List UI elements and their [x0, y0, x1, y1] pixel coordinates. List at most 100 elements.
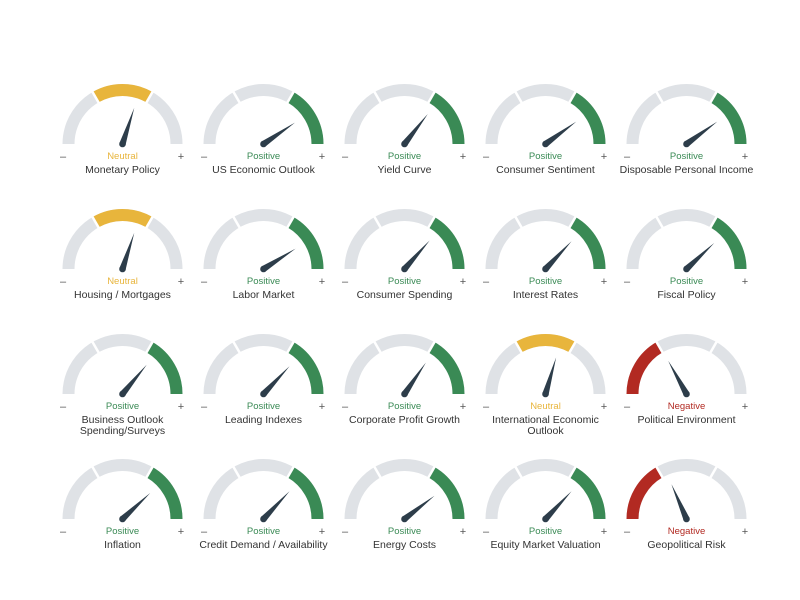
gauge-separator [654, 340, 665, 354]
plus-sign: + [460, 401, 466, 413]
gauge-needle [668, 360, 690, 396]
gauge-status-label: Positive [529, 526, 562, 537]
gauge-needle-hub [542, 515, 549, 523]
gauge-needle [261, 248, 296, 272]
gauge-needle-hub [119, 390, 126, 398]
gauge-separator [144, 215, 155, 229]
gauge-needle [401, 362, 426, 396]
gauge-needle-hub [119, 265, 126, 273]
gauge-title: Fiscal Policy [657, 289, 716, 301]
gauge-needle [684, 242, 715, 272]
gauge-status-label: Positive [529, 151, 562, 162]
minus-sign: – [201, 401, 208, 413]
gauge-11: – + Positive Leading Indexes [193, 328, 334, 453]
gauge-chart: – + Positive [201, 334, 325, 413]
gauge-chart: – + Negative [624, 459, 748, 538]
gauge-zone-positive [569, 217, 606, 270]
gauge-title: Disposable Personal Income [619, 164, 754, 176]
gauge-14: – + Negative Political Environment [616, 328, 757, 453]
gauge-needle [401, 113, 428, 146]
gauge-status-label: Positive [388, 526, 421, 537]
gauge-title: Credit Demand / Availability [199, 539, 328, 551]
gauge-zone-positive [146, 467, 183, 520]
gauge-separator [231, 90, 242, 104]
gauge-zone-positive [428, 342, 465, 395]
gauge-needle-hub [683, 140, 690, 148]
gauge-title: Interest Rates [512, 289, 579, 301]
gauge-status-label: Positive [529, 276, 562, 287]
gauge-needle-hub [260, 265, 267, 273]
gauge-title: Consumer Spending [356, 289, 453, 301]
gauge-separator [426, 90, 437, 104]
gauge-8: – + Positive Interest Rates [475, 203, 616, 328]
gauge-separator [513, 465, 524, 479]
gauge-status-label: Positive [247, 401, 280, 412]
gauge-separator [90, 90, 101, 104]
minus-sign: – [60, 151, 67, 163]
gauge-zone-positive [146, 342, 183, 395]
gauge-status-label: Positive [388, 401, 421, 412]
gauge-zone-positive [569, 92, 606, 145]
gauge-zone-positive [287, 467, 324, 520]
minus-sign: – [483, 276, 490, 288]
gauge-separator [654, 90, 665, 104]
gauge-title: Energy Costs [372, 539, 437, 551]
gauge-zone-positive [428, 467, 465, 520]
gauge-zone-positive [287, 92, 324, 145]
gauge-status-label: Positive [247, 151, 280, 162]
gauge-separator [567, 340, 578, 354]
gauge-separator [285, 340, 296, 354]
gauge-needle [119, 232, 135, 270]
gauge-needle [261, 366, 290, 397]
gauge-needle-hub [119, 140, 126, 148]
plus-sign: + [742, 401, 748, 413]
plus-sign: + [601, 151, 607, 163]
gauge-separator [372, 465, 383, 479]
gauge-status-label: Negative [668, 526, 706, 537]
gauge-separator [372, 90, 383, 104]
gauge-separator [567, 215, 578, 229]
plus-sign: + [460, 276, 466, 288]
gauge-title: Political Environment [637, 414, 736, 426]
gauge-status-label: Neutral [530, 401, 561, 412]
gauge-needle [120, 492, 151, 522]
gauge-separator [654, 215, 665, 229]
gauge-title: Business Outlook Spending/Surveys [79, 414, 166, 437]
gauge-needle-hub [542, 140, 549, 148]
gauge-zone-positive [569, 467, 606, 520]
gauge-chart: – + Positive [60, 459, 184, 538]
plus-sign: + [742, 526, 748, 538]
gauge-status-label: Positive [247, 526, 280, 537]
gauge-title: Consumer Sentiment [496, 164, 595, 176]
gauge-status-label: Neutral [107, 151, 138, 162]
gauge-needle [671, 484, 690, 521]
gauge-status-label: Positive [247, 276, 280, 287]
gauge-separator [567, 90, 578, 104]
gauge-needle [261, 491, 290, 522]
gauge-6: – + Positive Labor Market [193, 203, 334, 328]
gauge-chart: – + Neutral [483, 334, 607, 413]
gauge-title: Corporate Profit Growth [349, 414, 460, 426]
gauge-separator [144, 340, 155, 354]
gauge-needle-hub [542, 265, 549, 273]
gauge-status-label: Positive [388, 151, 421, 162]
plus-sign: + [319, 151, 325, 163]
gauge-needle [402, 240, 430, 272]
plus-sign: + [178, 276, 184, 288]
gauge-separator [654, 465, 665, 479]
gauge-zone-positive [287, 217, 324, 270]
gauge-chart: – + Positive [342, 459, 466, 538]
plus-sign: + [178, 401, 184, 413]
plus-sign: + [460, 526, 466, 538]
minus-sign: – [624, 526, 631, 538]
gauge-zone-negative [626, 342, 663, 395]
gauge-separator [708, 215, 719, 229]
gauge-12: – + Positive Corporate Profit Growth [334, 328, 475, 453]
gauge-separator [144, 90, 155, 104]
plus-sign: + [742, 151, 748, 163]
gauge-zone-positive [287, 342, 324, 395]
gauge-status-label: Positive [670, 151, 703, 162]
gauge-zone-positive [428, 217, 465, 270]
gauge-separator [90, 465, 101, 479]
gauge-chart: – + Positive [483, 84, 607, 163]
